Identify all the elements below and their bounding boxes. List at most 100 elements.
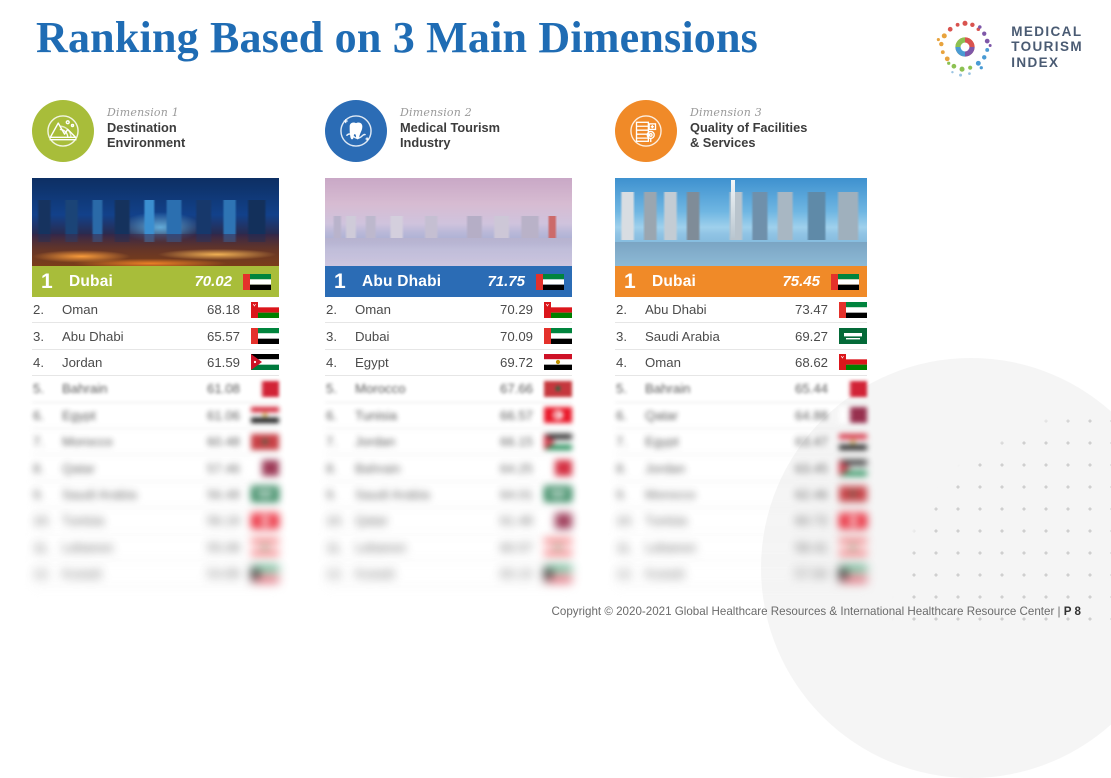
table-row[interactable]: 2. Oman 70.29: [325, 297, 572, 324]
ranking-card-2: 1 Abu Dhabi 71.75 2. Oman 70.29 3. Dubai 70.0…: [325, 178, 572, 588]
table-row[interactable]: 3. Saudi Arabia 69.27: [615, 323, 867, 350]
score-value: 69.72: [499, 354, 533, 370]
table-row[interactable]: 9. Morocco 62.46: [615, 482, 867, 509]
flag-ae-icon: [243, 273, 271, 290]
table-row[interactable]: 6. Qatar 64.88: [615, 403, 867, 429]
table-row[interactable]: 12. Kuwait 60.15: [325, 561, 572, 588]
score-value: 68.18: [206, 302, 240, 318]
table-row[interactable]: 7. Egypt 63.47: [615, 429, 867, 456]
flag-ae-icon: [249, 328, 279, 345]
table-row[interactable]: 11. Lebanon 60.57: [325, 535, 572, 561]
country-name: Abu Dhabi: [62, 328, 124, 344]
page-title: Ranking Based on 3 Main Dimensions: [36, 13, 758, 62]
table-row[interactable]: 5. Bahrain 61.08: [32, 376, 279, 403]
country-name: Morocco: [645, 486, 696, 502]
country-name: Tunisia: [62, 513, 105, 529]
rank-number: 11.: [616, 539, 634, 555]
flag-kw-icon: [542, 565, 572, 582]
flag-ae-icon: [536, 273, 564, 290]
table-row[interactable]: 8. Bahrain 64.25: [325, 455, 572, 482]
flag-ma-icon: [249, 433, 279, 450]
table-row[interactable]: 4. Egypt 69.72: [325, 350, 572, 377]
table-row[interactable]: 6. Tunisia 66.57: [325, 403, 572, 429]
rank-number: 8.: [326, 460, 337, 476]
score-value: 67.66: [499, 381, 533, 397]
ranking-rows-2: 2. Oman 70.29 3. Dubai 70.09 4. Egypt 69.72 5. Mor…: [325, 297, 572, 588]
table-row[interactable]: 12. Kuwait 54.88: [32, 561, 279, 588]
rank-number: 10.: [616, 513, 635, 529]
country-name: Bahrain: [645, 381, 691, 397]
flag-eg-icon: [542, 354, 572, 371]
score-value: 64.88: [794, 407, 828, 423]
dimension-3-badge: [615, 100, 677, 162]
country-name: Morocco: [62, 434, 113, 450]
rank-number: 6.: [326, 407, 337, 423]
score-value: 60.57: [499, 539, 533, 555]
table-row[interactable]: 11. Lebanon 58.41: [615, 535, 867, 561]
rank-number: 3.: [326, 328, 337, 344]
country-name: Abu Dhabi: [645, 302, 707, 318]
rank-number: 10.: [33, 513, 52, 529]
ranking-card-1: 1 Dubai 70.02 2. Oman 68.18 3. Abu Dhabi 65.5…: [32, 178, 279, 588]
table-row[interactable]: 3. Dubai 70.09: [325, 323, 572, 350]
top-ranked-banner-1[interactable]: 1 Dubai 70.02: [32, 266, 279, 297]
score-value: 57.46: [206, 460, 240, 476]
dimension-2-text: Dimension 2 Medical Tourism Industry: [400, 98, 500, 150]
country-name: Tunisia: [355, 407, 398, 423]
table-row[interactable]: 7. Morocco 60.48: [32, 429, 279, 456]
table-row[interactable]: 5. Bahrain 65.44: [615, 376, 867, 403]
ranking-rows-3: 2. Abu Dhabi 73.47 3. Saudi Arabia 69.27 4. Oma…: [615, 297, 867, 588]
dimension-3-title: Quality of Facilities & Services: [690, 120, 808, 150]
country-name: Egypt: [355, 354, 389, 370]
rank-number: 6.: [616, 407, 627, 423]
ranking-rows-1: 2. Oman 68.18 3. Abu Dhabi 65.57 4. Jordan 61.59…: [32, 297, 279, 588]
table-row[interactable]: 9. Saudi Arabia 56.48: [32, 482, 279, 509]
table-row[interactable]: 10. Tunisia 56.19: [32, 508, 279, 535]
country-name: Qatar: [62, 460, 95, 476]
dimension-column-1: Dimension 1 Destination Environment 1 Du…: [32, 98, 322, 588]
flag-qa-icon: [837, 407, 867, 424]
table-row[interactable]: 3. Abu Dhabi 65.57: [32, 323, 279, 350]
country-name: Saudi Arabia: [62, 486, 137, 502]
footer-copyright: Copyright © 2020-2021 Global Healthcare …: [552, 605, 1082, 618]
country-name: Oman: [645, 354, 681, 370]
table-row[interactable]: 10. Tunisia 60.72: [615, 508, 867, 535]
table-row[interactable]: 4. Jordan 61.59: [32, 350, 279, 377]
flag-lb-icon: [249, 539, 279, 556]
score-value: 70.09: [499, 328, 533, 344]
table-row[interactable]: 2. Oman 68.18: [32, 297, 279, 324]
destination-photo-1: [32, 178, 279, 266]
country-name: Kuwait: [645, 566, 685, 582]
score-value: 65.57: [206, 328, 240, 344]
score-value: 56.48: [206, 486, 240, 502]
table-row[interactable]: 12. Kuwait 57.84: [615, 561, 867, 588]
dimension-3-header: Dimension 3 Quality of Facilities & Serv…: [615, 98, 905, 172]
logo-line-2: TOURISM: [1011, 39, 1083, 55]
table-row[interactable]: 10. Qatar 61.48: [325, 508, 572, 535]
rank-number: 9.: [326, 486, 337, 502]
flag-om-icon: [249, 301, 279, 318]
country-name: Jordan: [645, 460, 686, 476]
table-row[interactable]: 5. Morocco 67.66: [325, 376, 572, 403]
table-row[interactable]: 4. Oman 68.62: [615, 350, 867, 377]
table-row[interactable]: 8. Jordan 63.45: [615, 455, 867, 482]
table-row[interactable]: 11. Lebanon 55.08: [32, 535, 279, 561]
flag-tn-icon: [542, 407, 572, 424]
flag-bh-icon: [542, 460, 572, 477]
rank-number: 12.: [33, 566, 52, 582]
top-ranked-banner-3[interactable]: 1 Dubai 75.45: [615, 266, 867, 297]
dimension-2-kicker: Dimension 2: [400, 106, 472, 119]
table-row[interactable]: 7. Jordan 66.15: [325, 429, 572, 456]
table-row[interactable]: 6. Egypt 61.06: [32, 403, 279, 429]
table-row[interactable]: 9. Saudi Arabia 64.01: [325, 482, 572, 509]
dimension-3-title-line-1: Quality of Facilities: [690, 120, 808, 135]
score-value: 56.19: [206, 513, 240, 529]
rank-number: 9.: [616, 486, 627, 502]
table-row[interactable]: 2. Abu Dhabi 73.47: [615, 297, 867, 324]
table-row[interactable]: 8. Qatar 57.46: [32, 455, 279, 482]
top-ranked-banner-2[interactable]: 1 Abu Dhabi 71.75: [325, 266, 572, 297]
dimension-3-title-line-2: & Services: [690, 134, 756, 150]
score-value: 61.59: [206, 354, 240, 370]
rank-number: 5.: [33, 381, 44, 397]
flag-om-icon: [542, 301, 572, 318]
